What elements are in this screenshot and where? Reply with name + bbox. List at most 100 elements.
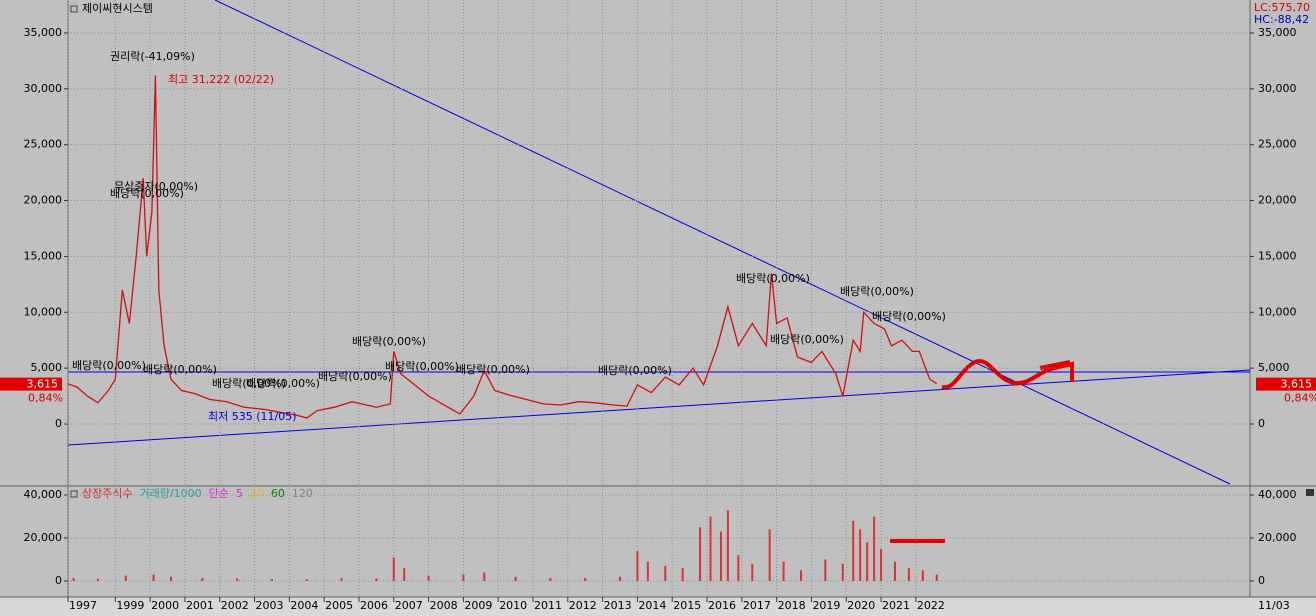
y2-tick-label: 30,000 <box>1258 82 1297 95</box>
volume-bar <box>201 577 204 582</box>
x-tick-label: 2005 <box>325 599 353 612</box>
volume-bar <box>709 516 712 582</box>
legend-entry: 상장주식수 <box>82 487 133 500</box>
hand-drawing <box>941 359 1074 390</box>
annotation: 배당락(0,00%) <box>143 363 217 376</box>
x-tick-label: 2002 <box>221 599 249 612</box>
y-tick-label: 35,000 <box>24 26 63 39</box>
volume-bar <box>514 576 517 582</box>
x-tick-label: 2001 <box>186 599 214 612</box>
y-tick-label: 0 <box>55 574 62 587</box>
volume-bar <box>873 516 876 582</box>
x-tick-label: 1999 <box>116 599 144 612</box>
volume-bar <box>427 575 430 582</box>
trend-line[interactable] <box>214 0 1231 485</box>
y2-tick-label: 25,000 <box>1258 138 1297 151</box>
x-tick-label: 1997 <box>69 599 97 612</box>
last-price-box <box>1256 377 1316 391</box>
volume-bar <box>866 542 869 582</box>
volume-bar <box>664 565 667 582</box>
volume-bar <box>236 578 239 582</box>
volume-bar <box>782 561 785 582</box>
y2-tick-label: 5,000 <box>1258 361 1290 374</box>
volume-bar <box>96 578 99 582</box>
y2-tick-label: 40,000 <box>1258 488 1297 501</box>
annotation: 배당락(0,00%) <box>770 333 844 346</box>
volume-bar <box>549 577 552 582</box>
x-tick-label: 2018 <box>778 599 806 612</box>
y-tick-label: 0 <box>55 417 62 430</box>
volume-bar <box>270 578 273 582</box>
change-label: 0,84% <box>28 392 63 405</box>
y2-tick-label: 0 <box>1258 417 1265 430</box>
annotation: 최저 535 (11/05) <box>208 410 297 423</box>
legend-entry: 20 <box>250 487 264 500</box>
volume-bar <box>893 561 896 582</box>
volume-bar <box>392 557 395 582</box>
panel-icon[interactable] <box>70 490 78 498</box>
y-tick-label: 10,000 <box>24 305 63 318</box>
volume-bar <box>124 575 127 582</box>
annotation: 최고 31,222 (02/22) <box>168 73 274 86</box>
x-tick-label: 2011 <box>534 599 562 612</box>
trend-line[interactable] <box>67 369 1251 446</box>
annotation: 배당락(0,00%) <box>736 272 810 285</box>
x-tick-label: 2022 <box>917 599 945 612</box>
volume-bar <box>681 568 684 582</box>
x-tick-label: 2021 <box>882 599 910 612</box>
y-tick-label: 20,000 <box>24 194 63 207</box>
chart-title: 제이씨현시스템 <box>82 2 153 15</box>
volume-bar <box>636 550 639 582</box>
volume-bar <box>852 520 855 582</box>
volume-bar <box>719 531 722 582</box>
annotation: 무상증자(0,00%) <box>114 180 198 193</box>
hc-label: HC:-88,42 <box>1254 13 1309 26</box>
y-tick-label: 15,000 <box>24 249 63 262</box>
y-tick-label: 40,000 <box>24 488 63 501</box>
x-tick-label: 2020 <box>847 599 875 612</box>
volume-bar <box>699 527 702 582</box>
volume-bar <box>340 577 343 582</box>
volume-bar <box>921 570 924 582</box>
annotation: 배당락(0,00%) <box>110 187 184 200</box>
volume-bar <box>403 568 406 582</box>
y-tick-label: 30,000 <box>24 82 63 95</box>
annotation: 배당락(0,00%) <box>246 377 320 390</box>
volume-bar <box>935 574 938 582</box>
x-tick-label: 2012 <box>569 599 597 612</box>
volume-bar <box>841 563 844 582</box>
panel-icon[interactable] <box>70 5 78 13</box>
volume-bar <box>305 579 308 582</box>
price-line <box>67 75 938 419</box>
volume-bar <box>737 555 740 582</box>
y2-tick-label: 15,000 <box>1258 249 1297 262</box>
close-button[interactable] <box>1306 489 1314 496</box>
x-tick-label: 2008 <box>430 599 458 612</box>
last-price-label: 3,615 <box>1281 378 1313 391</box>
volume-bar <box>72 577 75 582</box>
legend-entry: 단순 <box>209 487 229 500</box>
y2-tick-label: 20,000 <box>1258 194 1297 207</box>
annotation: 배당락(0,00%) <box>840 285 914 298</box>
annotation: 배당락(0,00%) <box>598 364 672 377</box>
annotation: 배당락(0,00%) <box>385 360 459 373</box>
volume-bar <box>152 574 155 582</box>
x-tick-label: 2010 <box>499 599 527 612</box>
annotation: 배당락(0,00%) <box>352 335 426 348</box>
legend-entry: 거래량/1000 <box>140 487 202 500</box>
volume-bar <box>619 576 622 582</box>
y2-tick-label: 0 <box>1258 574 1265 587</box>
y-tick-label: 5,000 <box>31 361 63 374</box>
last-price-box <box>0 377 62 391</box>
x-tick-label: 2003 <box>256 599 284 612</box>
volume-bar <box>751 563 754 582</box>
change-label: 0,84% <box>1284 392 1316 405</box>
x-axis-strip <box>0 597 1316 616</box>
x-end-label: 11/03 <box>1258 599 1290 612</box>
volume-bar <box>462 574 465 582</box>
volume-bar <box>824 559 827 582</box>
annotation: 배당락(0,00%) <box>212 377 286 390</box>
volume-bar <box>483 572 486 582</box>
annotation: 권리락(-41,09%) <box>110 50 195 63</box>
annotation: 배당락(0,00%) <box>318 370 392 383</box>
